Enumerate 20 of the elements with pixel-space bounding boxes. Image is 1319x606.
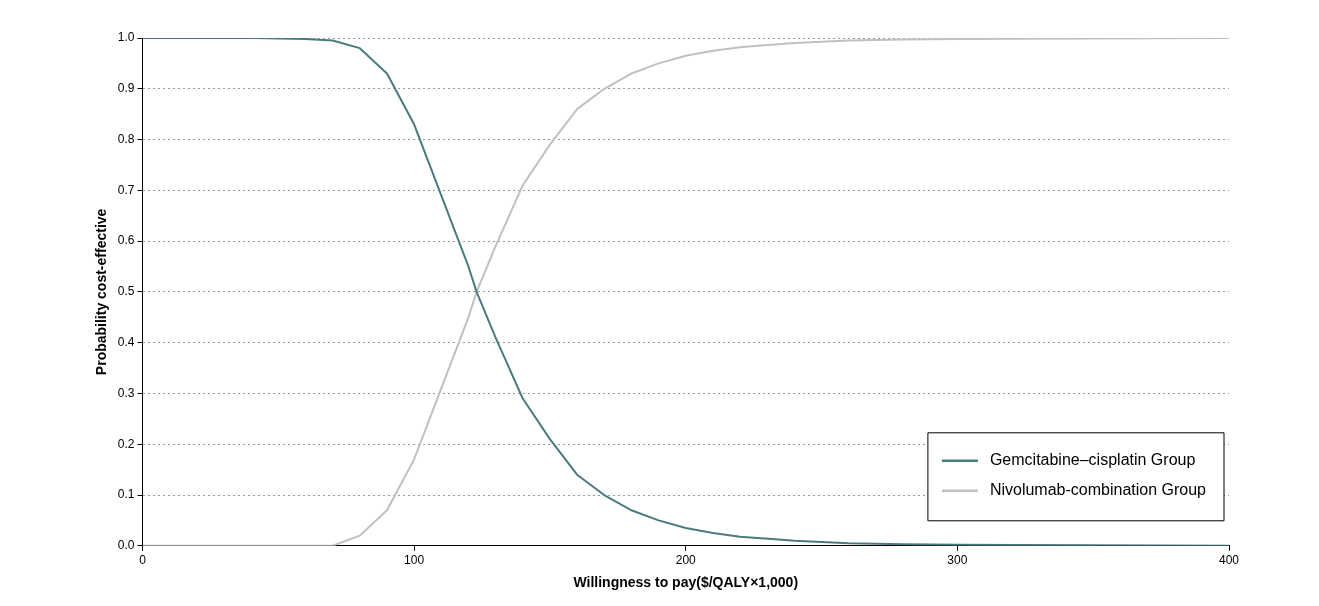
y-tick-label: 1.0 (117, 30, 135, 45)
y-tick-label: 0.4 (117, 334, 135, 349)
y-tick-label: 0.3 (117, 385, 135, 400)
y-tick-label: 0.6 (117, 233, 135, 248)
x-tick-label: 400 (1218, 553, 1240, 568)
legend-label: Gemcitabine–cisplatin Group (989, 451, 1196, 469)
y-tick-label: 0.0 (117, 538, 135, 553)
x-axis-title: Willingness to pay($/QALY×1,000) (573, 574, 799, 591)
y-tick-label: 0.9 (117, 81, 135, 96)
y-tick-label: 0.5 (117, 284, 135, 299)
y-tick-label: 0.1 (117, 487, 135, 502)
legend-label: Nivolumab-combination Group (989, 481, 1207, 499)
x-tick-label: 0 (139, 553, 147, 568)
y-tick-label: 0.2 (117, 436, 135, 451)
y-tick-label: 0.8 (117, 131, 135, 146)
x-tick-label: 300 (947, 553, 968, 568)
x-tick-label: 200 (675, 553, 697, 568)
y-tick-label: 0.7 (117, 182, 135, 197)
y-axis-title: Probability cost-effective (93, 208, 110, 376)
x-tick-label: 100 (404, 553, 425, 568)
